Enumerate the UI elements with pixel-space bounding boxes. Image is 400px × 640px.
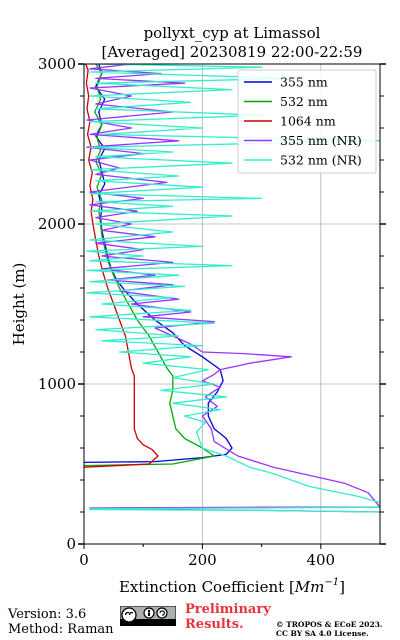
legend-label-4: 532 nm (NR)	[280, 153, 362, 168]
copyright-line1: © TROPOS & ECoE 2023.	[276, 620, 383, 629]
x-tick-label-2: 400	[306, 551, 335, 569]
y-axis-label: Height (m)	[10, 263, 28, 346]
legend: 355 nm 532 nm 1064 nm 355 nm (NR) 532 nm (NR…	[237, 69, 377, 174]
preliminary-line1: Preliminary	[185, 602, 271, 617]
x-axis-label: Extinction Coefficient [Mm−1]	[119, 577, 345, 596]
series-line-3	[86, 64, 380, 513]
legend-label-2: 1064 nm	[280, 114, 336, 129]
x-axis-label-unit: Mm	[294, 578, 325, 596]
y-tick-label-3: 3000	[38, 55, 76, 73]
method-label: Method: Raman	[8, 622, 114, 637]
version-label: Version: 3.6	[8, 607, 87, 622]
preliminary-line2: Results.	[185, 617, 244, 632]
x-tick-label-0: 0	[79, 551, 89, 569]
plot-frame	[83, 63, 381, 545]
chart: pollyxt_cyp at Limassol [Averaged] 20230…	[10, 24, 386, 596]
legend-box	[237, 69, 377, 174]
y-tick-label-1: 1000	[38, 375, 76, 393]
y-tick-label-2: 2000	[38, 215, 76, 233]
y-tick-label-0: 0	[66, 535, 76, 553]
cc-by-sa-icon	[120, 606, 176, 626]
x-axis-label-text: Extinction Coefficient	[119, 578, 284, 596]
copyright-line2: CC BY SA 4.0 License.	[276, 629, 369, 638]
x-axis-label-unit-exp: −1	[324, 577, 339, 588]
x-tick-label-1: 200	[188, 551, 217, 569]
chart-subtitle: [Averaged] 20230819 22:00-22:59	[102, 43, 363, 61]
preliminary-results-label: Preliminary Results.	[185, 602, 271, 632]
copyright-notice: © TROPOS & ECoE 2023. CC BY SA 4.0 Licen…	[276, 620, 383, 638]
legend-label-3: 355 nm (NR)	[280, 133, 362, 148]
legend-label-0: 355 nm	[280, 75, 328, 90]
axis-ticks: 0 200 400 0 1000 2000 3000	[38, 55, 386, 569]
chart-title: pollyxt_cyp at Limassol	[144, 24, 321, 42]
legend-label-1: 532 nm	[280, 94, 328, 109]
